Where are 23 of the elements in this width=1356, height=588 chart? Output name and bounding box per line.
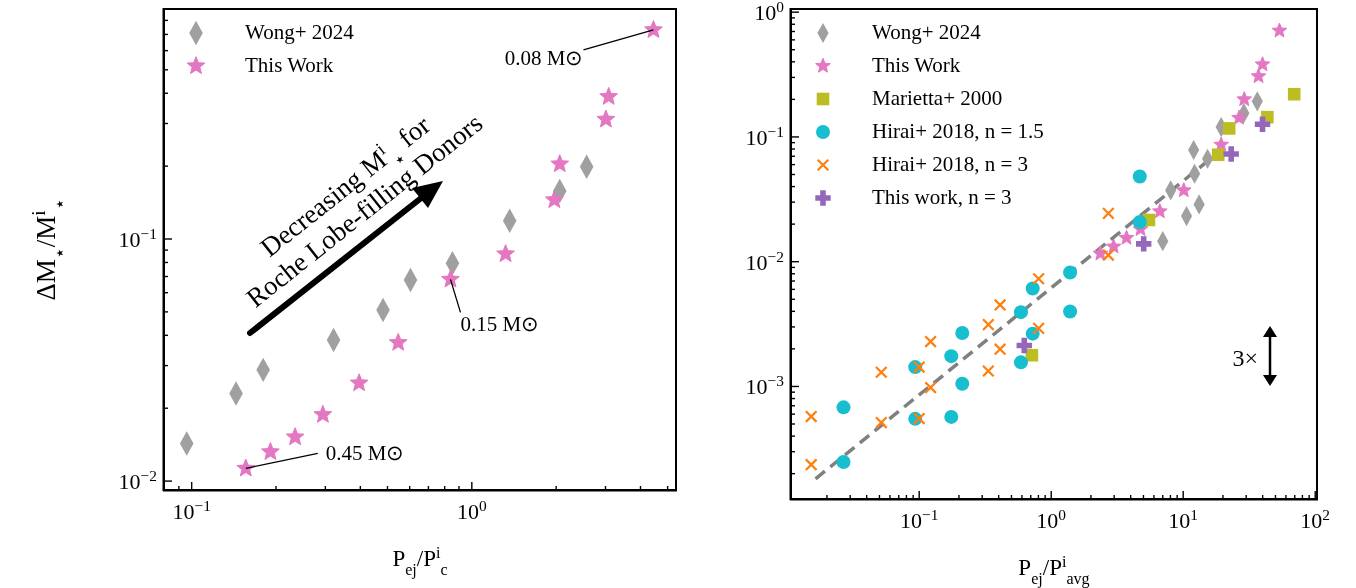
legend-label: Marietta+ 2000 bbox=[872, 86, 1003, 111]
legend-label: Hirai+ 2018, n = 3 bbox=[872, 152, 1029, 177]
y-tick-label: 10$^{−3}$ bbox=[745, 371, 785, 400]
legend-label: This Work bbox=[872, 53, 961, 78]
legend-label: Wong+ 2024 bbox=[245, 20, 354, 45]
y-tick-label: 10$^{−2}$ bbox=[745, 247, 784, 275]
legend-label: This work, n = 3 bbox=[872, 185, 1012, 210]
y-tick-label: 10$^{−2}$ bbox=[118, 466, 157, 495]
x-tick-label: 10$^{−1}$ bbox=[900, 505, 939, 533]
annotation: 0.15 M⊙ bbox=[460, 312, 540, 337]
x-tick-label: 10$^{0}$ bbox=[1036, 505, 1067, 533]
x-tick-label: 10$^{2}$ bbox=[1300, 505, 1331, 533]
x-tick-label: 10$^{−1}$ bbox=[172, 496, 211, 524]
legend-label: Wong+ 2024 bbox=[872, 20, 981, 45]
annotation: 0.08 M⊙ bbox=[504, 45, 584, 70]
legend-label: This Work bbox=[245, 53, 334, 78]
annotation: 3× bbox=[1232, 345, 1258, 371]
x-tick-label: 10$^{0}$ bbox=[456, 496, 487, 524]
legend-label: Hirai+ 2018, n = 1.5 bbox=[872, 119, 1044, 144]
y-tick-label: 10$^{−1}$ bbox=[745, 122, 784, 150]
y-tick-label: 10$^{0}$ bbox=[754, 0, 785, 26]
x-tick-label: 10$^{1}$ bbox=[1168, 505, 1199, 533]
annotation: 0.45 M⊙ bbox=[325, 441, 405, 466]
